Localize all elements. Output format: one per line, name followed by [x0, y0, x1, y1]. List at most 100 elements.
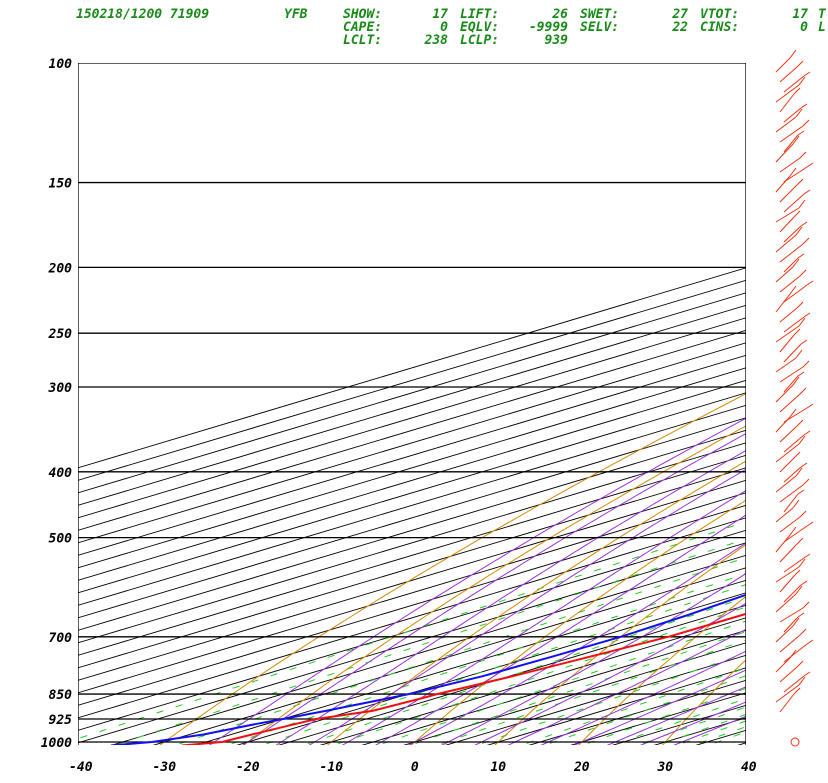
wind-barb: [775, 143, 794, 163]
wind-barb-flag: [806, 280, 814, 286]
wind-barb: [783, 616, 799, 633]
isotherm-line: [78, 317, 746, 519]
dry-adiabat: [578, 595, 746, 745]
wind-barb-flag: [799, 151, 807, 159]
wind-barb: [783, 75, 805, 93]
temperature-axis: -40 -30 -20 -10 0 10 20 30 40: [69, 760, 757, 775]
isotherm-line: [78, 467, 746, 669]
index-field: 17: [792, 7, 808, 22]
moist-adiabat: [275, 449, 746, 745]
mixing-ratio-line: [657, 713, 746, 745]
wind-barb-flag: [793, 451, 801, 459]
wind-barb: [775, 293, 791, 313]
wind-barb: [783, 107, 802, 123]
wind-barb: [775, 384, 794, 403]
wind-barb-flag: [798, 435, 806, 445]
dry-adiabat: [326, 460, 746, 745]
isotherm-line: [78, 442, 746, 644]
wind-barb-flag: [793, 328, 801, 336]
mixing-ratio-line: [376, 620, 746, 745]
wind-barb: [775, 116, 797, 133]
isotherm-line: [78, 417, 746, 619]
wind-barb: [775, 207, 800, 223]
wind-barb: [779, 575, 795, 593]
isotherm-line: [78, 279, 746, 481]
isobar-grid: [78, 63, 746, 745]
temperature-tick-label: -30: [153, 760, 177, 775]
wind-barb-flag: [796, 537, 804, 545]
isotherm-line: [78, 304, 746, 506]
moist-adiabat: [242, 433, 746, 745]
temperature-tick-label: -10: [320, 760, 344, 775]
temperature-tick-label: 0: [411, 760, 419, 775]
wind-barb-flag: [800, 462, 808, 468]
wind-barb-flag: [806, 403, 814, 409]
wind-barb: [779, 216, 795, 233]
wind-barb: [779, 66, 798, 83]
dry-adiabat: [661, 659, 746, 745]
wind-barb-flag: [802, 237, 810, 245]
isotherm-line: [194, 579, 746, 745]
wind-barb: [783, 493, 799, 513]
wind-barb-flag: [803, 430, 811, 436]
mixing-ratio-line: [226, 573, 746, 745]
wind-barb: [783, 584, 802, 603]
mixing-ratio-line: [707, 731, 746, 745]
mixing-ratio-grid: [78, 521, 746, 745]
wind-barb-flag: [789, 408, 797, 418]
index-field: VTOT:: [700, 7, 739, 22]
wind-barb-flag: [795, 108, 803, 118]
temperature-tick-label: 30: [656, 760, 673, 775]
wind-barb: [775, 443, 800, 463]
moist-adiabat: [441, 572, 746, 745]
index-field: 22: [671, 20, 688, 35]
pressure-tick-label: 200: [48, 261, 73, 276]
index-field: SWET:: [580, 7, 619, 22]
pressure-tick-label: 1000: [41, 736, 72, 751]
wind-barb-flag: [803, 189, 811, 195]
mixing-ratio-line: [78, 521, 746, 740]
dry-adiabat: [243, 425, 746, 745]
wind-barb: [783, 225, 802, 243]
isotherm-line: [236, 592, 746, 745]
wind-barb: [775, 357, 797, 373]
wind-barb-flag: [802, 478, 810, 486]
pressure-tick-label: 850: [49, 688, 73, 703]
wind-barb-flag: [797, 130, 805, 136]
wind-barb: [779, 366, 804, 383]
wind-barb: [779, 334, 795, 353]
wind-barb: [779, 457, 795, 473]
wind-barb-flag: [799, 628, 807, 636]
wind-barb-flag: [806, 639, 814, 645]
wind-barb-flag: [797, 489, 805, 495]
moist-adiabat: [408, 542, 746, 745]
index-field: 939: [545, 33, 569, 48]
moist-adiabat: [507, 628, 746, 745]
wind-barb: [775, 593, 797, 613]
wind-barb-flag: [793, 569, 801, 577]
wind-barb-flag: [806, 162, 814, 168]
wind-barb: [779, 425, 798, 443]
wind-barb-flag: [798, 76, 806, 86]
wind-barb-flag: [799, 387, 807, 395]
mixing-ratio-line: [409, 631, 746, 745]
wind-barb-flag: [800, 221, 808, 227]
wind-barb: [779, 157, 801, 173]
wind-barb-flag: [796, 178, 804, 186]
wind-barb-flag: [802, 119, 810, 127]
wind-barb-flag: [789, 167, 797, 177]
wind-barb: [775, 234, 797, 253]
wind-barb-flag: [803, 71, 811, 77]
wind-barb: [775, 325, 800, 343]
wind-barb: [783, 284, 808, 303]
isotherm-line: [78, 504, 746, 706]
wind-barb: [783, 257, 799, 273]
isotherm-line: [528, 679, 746, 745]
isotherm-line: [78, 392, 746, 594]
temperature-profile: [181, 612, 746, 745]
dry-adiabat-grid: [159, 393, 746, 745]
wind-barb-flag: [792, 499, 800, 509]
wind-barb-flag: [800, 339, 808, 345]
wind-barb: [775, 416, 791, 433]
